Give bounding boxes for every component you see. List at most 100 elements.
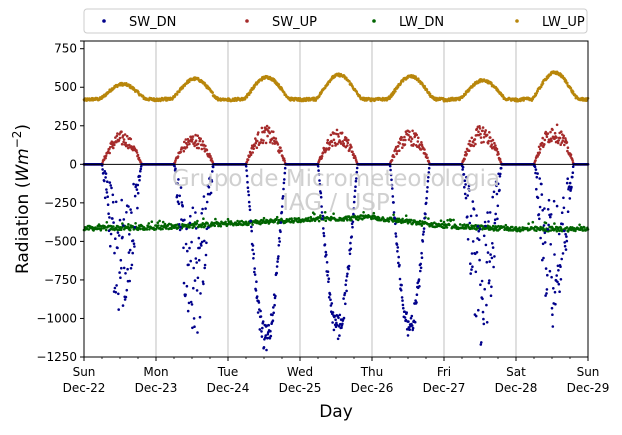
- sw-dn-point: [470, 268, 473, 271]
- sw-up-point: [191, 135, 195, 138]
- sw-dn-point: [194, 211, 197, 214]
- y-tick-label: −750: [44, 273, 77, 287]
- sw-dn-point: [394, 235, 398, 238]
- lw-dn-point: [195, 222, 199, 225]
- sw-up-point: [347, 138, 350, 142]
- sw-dn-point: [269, 334, 273, 338]
- sw-dn-point: [127, 251, 131, 254]
- sw-dn-point: [394, 222, 397, 226]
- lw-dn-point: [356, 218, 360, 222]
- sw-dn-point: [278, 240, 282, 243]
- sw-dn-point: [330, 302, 334, 305]
- sw-dn-point: [174, 167, 177, 170]
- sw-up-point: [494, 144, 497, 147]
- sw-dn-point: [176, 200, 180, 203]
- sw-dn-point: [496, 217, 499, 221]
- sw-up-point: [540, 141, 544, 145]
- lw-up-point: [571, 90, 575, 93]
- sw-up-point: [416, 140, 420, 143]
- sw-dn-point: [543, 241, 547, 244]
- lw-dn-point: [264, 221, 268, 225]
- lw-dn-point: [104, 228, 108, 232]
- sw-dn-point: [113, 286, 117, 290]
- sw-up-point: [537, 145, 541, 149]
- sw-dn-point: [553, 290, 557, 294]
- sw-up-point: [553, 137, 556, 141]
- sw-dn-point: [264, 334, 268, 337]
- lw-dn-point: [164, 227, 168, 230]
- sw-dn-point: [488, 260, 492, 263]
- sw-up-point: [196, 142, 200, 146]
- sw-dn-point: [397, 255, 401, 259]
- sw-dn-point: [465, 175, 468, 179]
- sw-dn-point: [199, 292, 202, 295]
- sw-up-point: [415, 133, 419, 137]
- sw-dn-point: [196, 331, 199, 334]
- sw-dn-point: [486, 251, 490, 254]
- lw-dn-point: [119, 228, 123, 231]
- sw-dn-point: [569, 189, 572, 192]
- lw-dn-point: [442, 220, 446, 224]
- sw-dn-point: [401, 303, 405, 307]
- sw-dn-point: [136, 191, 140, 195]
- plot-background: [84, 41, 588, 357]
- sw-up-point: [255, 139, 259, 143]
- sw-up-point: [199, 137, 202, 140]
- sw-up-point: [474, 142, 477, 146]
- sw-up-point: [261, 141, 265, 145]
- sw-dn-point: [259, 315, 263, 318]
- lw-dn-point: [313, 212, 316, 216]
- sw-dn-point: [485, 260, 489, 264]
- sw-up-point: [398, 149, 401, 152]
- x-axis-label: Day: [319, 402, 353, 422]
- sw-dn-point: [317, 173, 321, 176]
- sw-dn-point: [540, 182, 543, 186]
- legend-marker: [372, 19, 376, 23]
- lw-dn-point: [565, 226, 569, 229]
- lw-dn-point: [439, 219, 443, 222]
- lw-up-point: [211, 91, 214, 94]
- sw-dn-point: [355, 177, 358, 180]
- sw-dn-point: [272, 306, 275, 309]
- sw-dn-point: [489, 253, 492, 256]
- sw-dn-point: [424, 201, 428, 205]
- sw-dn-point: [550, 306, 554, 310]
- lw-up-point: [428, 92, 432, 96]
- sw-up-point: [201, 140, 205, 143]
- sw-dn-point: [480, 341, 483, 344]
- sw-dn-point: [126, 267, 129, 271]
- sw-dn-point: [277, 237, 281, 240]
- sw-up-point: [558, 136, 562, 140]
- sw-dn-point: [333, 314, 337, 318]
- sw-dn-point: [563, 241, 566, 244]
- sw-dn-point: [101, 168, 104, 171]
- sw-dn-point: [393, 217, 397, 220]
- sw-up-point: [208, 152, 211, 156]
- sw-dn-point: [419, 266, 423, 270]
- lw-dn-point: [150, 220, 154, 223]
- sw-dn-point: [189, 259, 192, 263]
- sw-dn-point: [349, 241, 352, 245]
- lw-dn-point: [148, 228, 151, 231]
- sw-dn-point: [343, 291, 347, 295]
- sw-up-point: [259, 141, 263, 144]
- sw-dn-point: [204, 207, 207, 210]
- sw-dn-point: [205, 200, 209, 204]
- sw-dn-point: [245, 169, 248, 172]
- sw-dn-point: [192, 266, 195, 270]
- lw-dn-point: [401, 217, 404, 221]
- sw-dn-point: [344, 279, 348, 282]
- sw-dn-point: [492, 265, 495, 269]
- sw-dn-point: [554, 302, 557, 306]
- sw-dn-point: [248, 205, 251, 208]
- sw-dn-point: [130, 263, 134, 267]
- sw-dn-point: [333, 323, 337, 327]
- sw-up-point: [328, 146, 331, 150]
- sw-dn-point: [562, 206, 566, 210]
- lw-dn-point: [346, 218, 349, 222]
- sw-dn-point: [464, 196, 468, 200]
- sw-dn-point: [138, 175, 142, 178]
- sw-dn-point: [496, 204, 500, 208]
- sw-dn-point: [110, 186, 113, 190]
- lw-dn-point: [112, 225, 115, 228]
